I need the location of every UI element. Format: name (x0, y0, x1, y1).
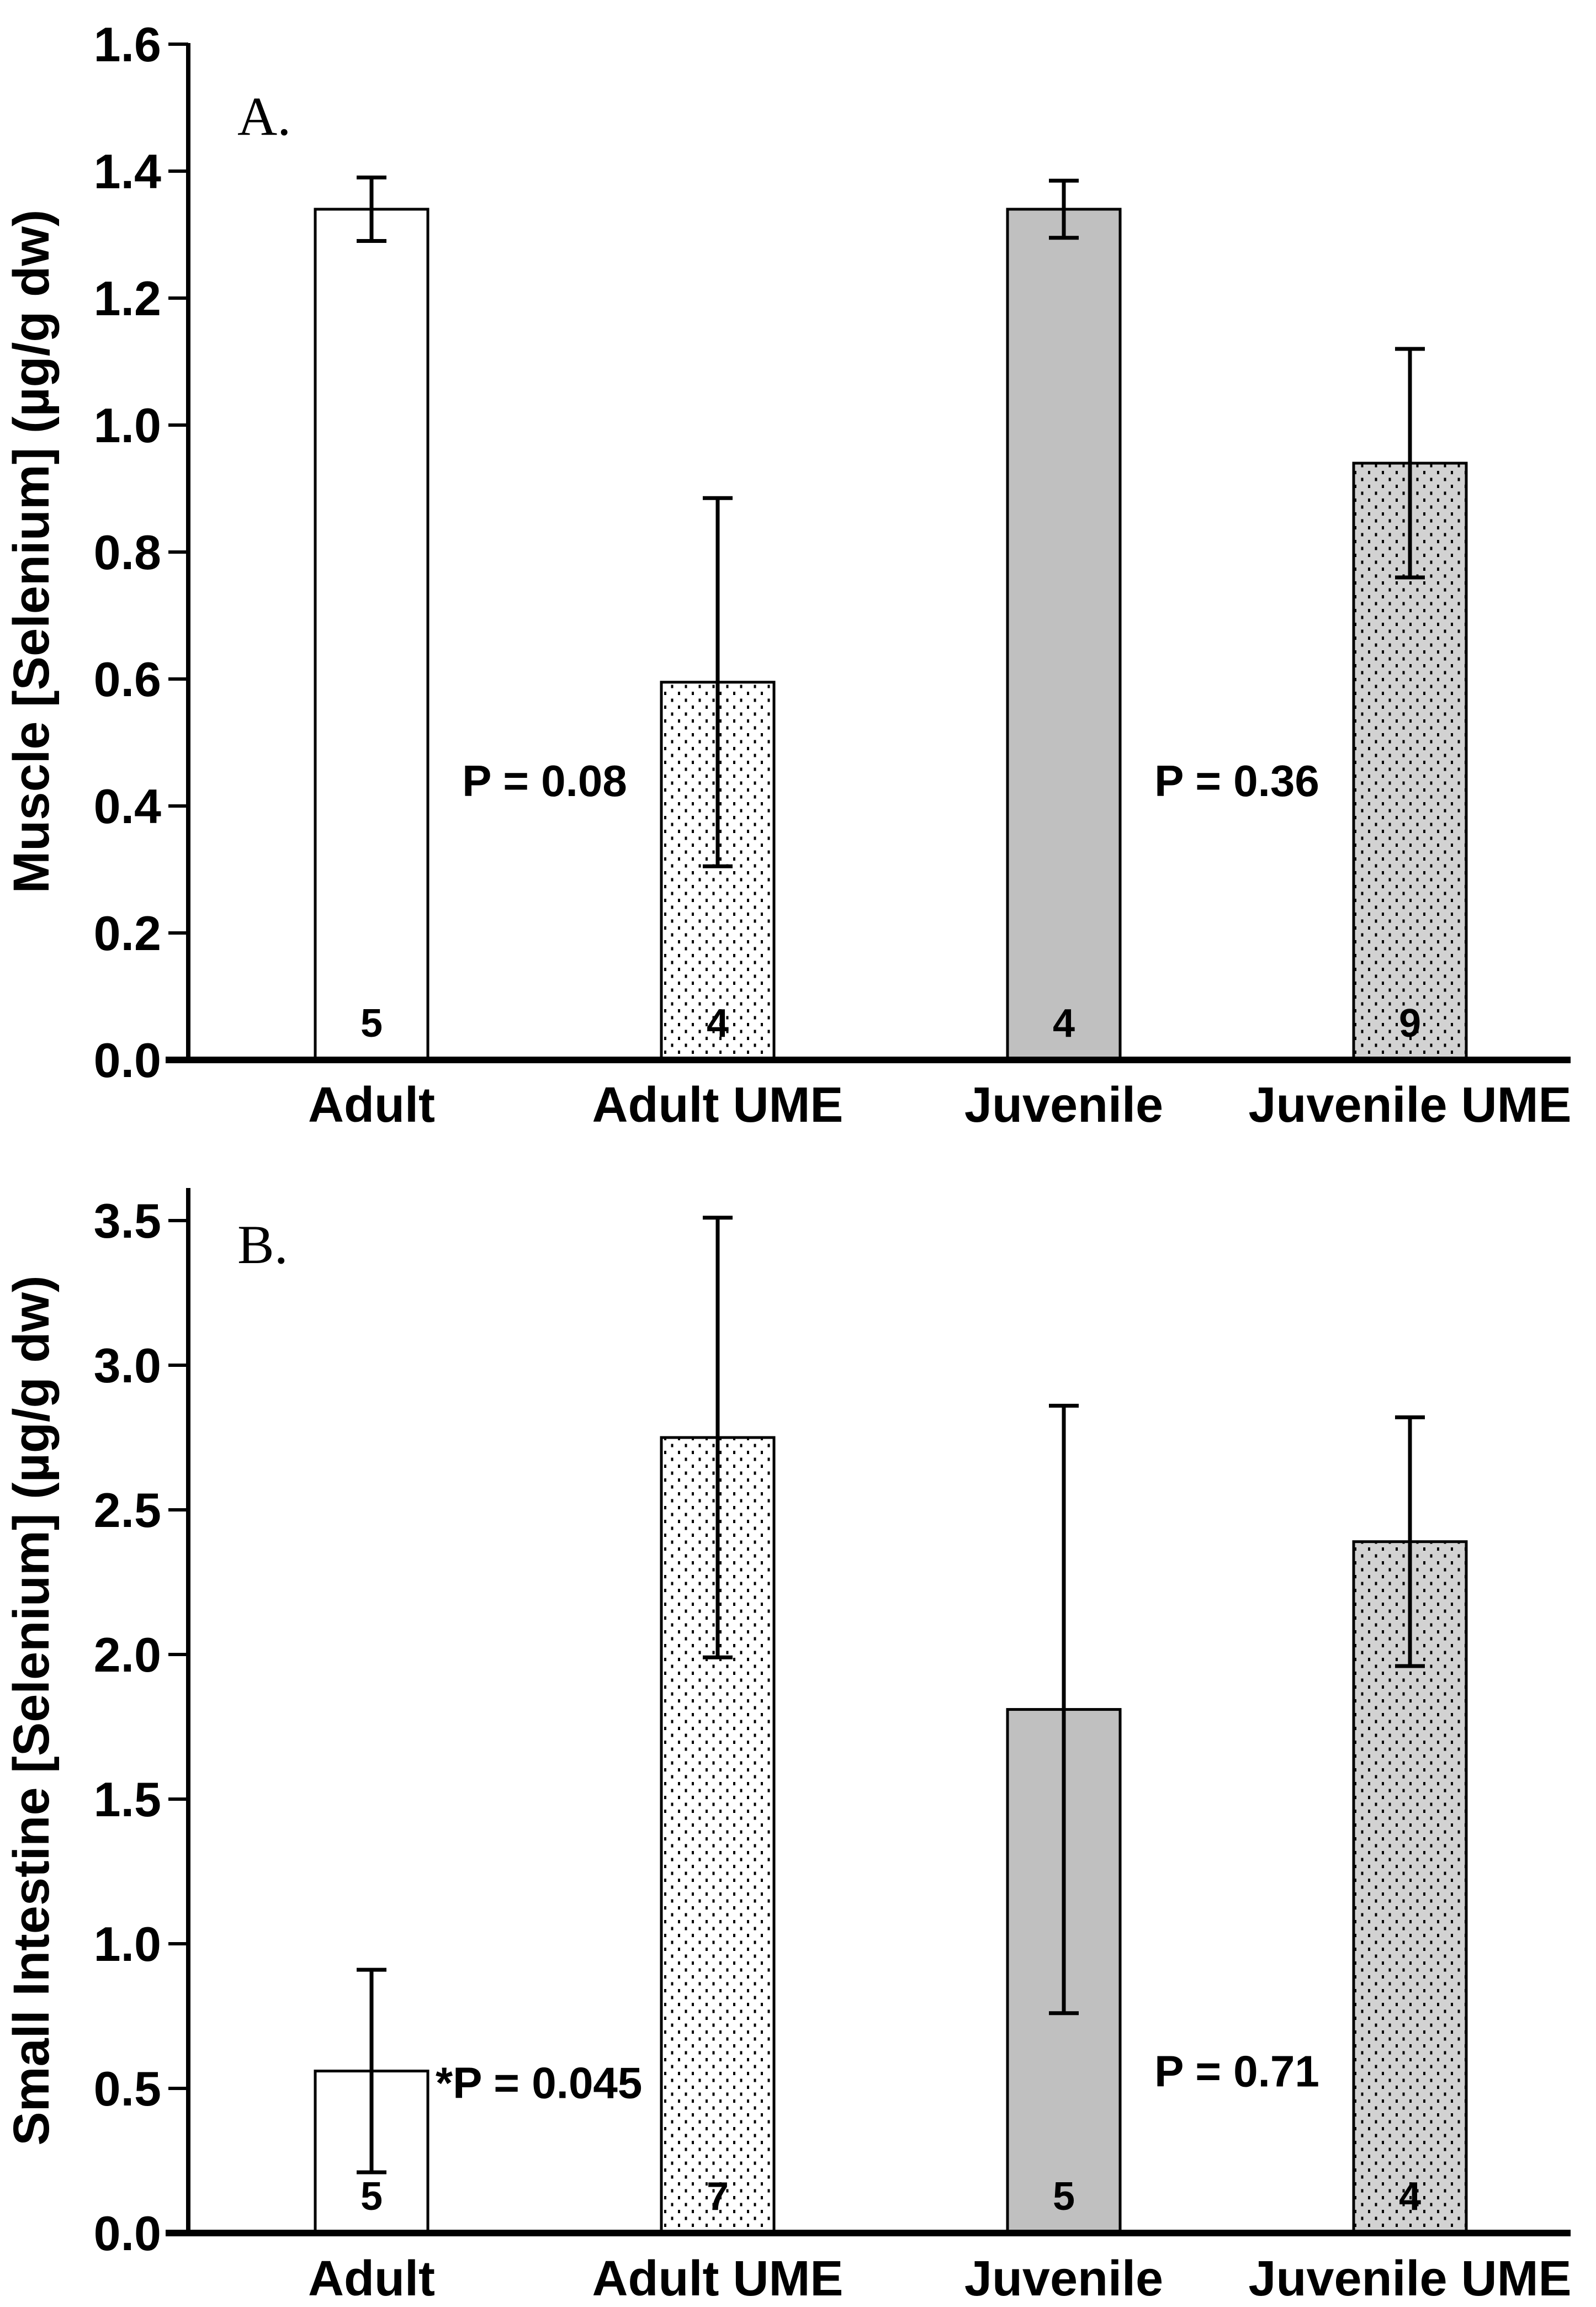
panel-a-y-tick-label: 0.8 (94, 525, 161, 580)
panel-b-p-value-annotation-1: P = 0.71 (1154, 2047, 1319, 2096)
panel-b-error-bar-adult-ume (703, 1216, 733, 1659)
panel-a-error-bar-adult (357, 176, 386, 243)
panel-a-bar-adult (314, 208, 430, 1062)
panel-b-error-bar-juvenile-ume (1395, 1415, 1425, 1668)
panel-a-y-axis-title: Muscle [Selenium] (µg/g dw) (3, 210, 60, 894)
panel-a-y-tick-label: 0.6 (94, 652, 161, 707)
panel-b-category-label-adult-ume: Adult UME (592, 2251, 844, 2306)
panel-a-n-label-adult: 5 (360, 1001, 383, 1046)
panel-a-bar-juvenile (1006, 208, 1122, 1062)
panel-a-error-bar-juvenile-ume (1395, 347, 1425, 580)
panel-a-category-label-adult-ume: Adult UME (592, 1078, 844, 1133)
panel-b-y-tick-label: 2.5 (94, 1483, 161, 1537)
panel-b-n-label-juvenile-ume: 4 (1399, 2175, 1421, 2219)
panel-a-y-tick-label: 1.4 (94, 144, 161, 199)
panel-a-y-tick-label: 0.2 (94, 906, 161, 961)
panel-a-panel-letter: A. (237, 86, 291, 147)
panel-a-y-tick-label: 1.2 (94, 271, 161, 326)
panel-a-y-tick-label: 1.6 (94, 17, 161, 72)
panel-b-error-bar-adult (357, 1967, 386, 2175)
panel-b-y-tick-label: 1.5 (94, 1772, 161, 1827)
panel-b-category-label-adult: Adult (308, 2251, 435, 2306)
panel-a-n-label-adult-ume: 4 (707, 1001, 729, 1046)
panel-b-panel-letter: B. (237, 1214, 288, 1275)
panel-b-n-label-juvenile: 5 (1053, 2175, 1075, 2219)
panel-b-category-label-juvenile: Juvenile (964, 2251, 1163, 2306)
panel-a-y-tick-label: 0.0 (94, 1033, 161, 1088)
panel-a-p-value-annotation-0: P = 0.08 (462, 756, 627, 805)
panel-a-chart: 5 4 4 9 0.0 0.2 0.4 0.6 0.8 1.0 1.2 1.4 1.6 Adult Adul… (3, 17, 1572, 1133)
panel-b-y-tick-label: 3.0 (94, 1338, 161, 1393)
panel-a-y-tick-label: 0.4 (94, 779, 161, 834)
panel-b-chart: 5 7 5 4 0.0 0.5 1.0 1.5 2.0 2.5 3.0 3.5 Adult Adult U… (3, 1188, 1572, 2306)
panel-b-y-tick-label: 0.0 (94, 2206, 161, 2261)
panel-b-y-tick-label: 0.5 (94, 2061, 161, 2116)
panel-a-error-bar-adult-ume (703, 496, 733, 868)
panel-a-n-label-juvenile-ume: 9 (1399, 1001, 1421, 1046)
panel-a-category-label-juvenile: Juvenile (964, 1078, 1163, 1133)
panel-b-y-tick-label: 3.5 (94, 1194, 161, 1248)
panel-a-y-tick-label: 1.0 (94, 398, 161, 453)
panel-b-y-axis-title: Small Intestine [Selenium] (µg/g dw) (3, 1275, 60, 2145)
panel-b-y-tick-label: 2.0 (94, 1627, 161, 1682)
panel-a-n-label-juvenile: 4 (1053, 1001, 1075, 1046)
panel-a-category-label-juvenile-ume: Juvenile UME (1248, 1078, 1571, 1133)
panel-a-error-bar-juvenile (1049, 178, 1079, 240)
panel-a-p-value-annotation-1: P = 0.36 (1154, 756, 1319, 805)
panel-a-category-label-adult: Adult (308, 1078, 435, 1133)
panel-b-n-label-adult: 5 (360, 2175, 383, 2219)
panel-b-n-label-adult-ume: 7 (707, 2175, 729, 2219)
panel-b-category-label-juvenile-ume: Juvenile UME (1248, 2251, 1571, 2306)
panel-b-p-value-annotation-0: *P = 0.045 (436, 2059, 642, 2108)
panel-b-y-tick-label: 1.0 (94, 1917, 161, 1971)
panel-b-error-bar-juvenile (1049, 1403, 1079, 2016)
